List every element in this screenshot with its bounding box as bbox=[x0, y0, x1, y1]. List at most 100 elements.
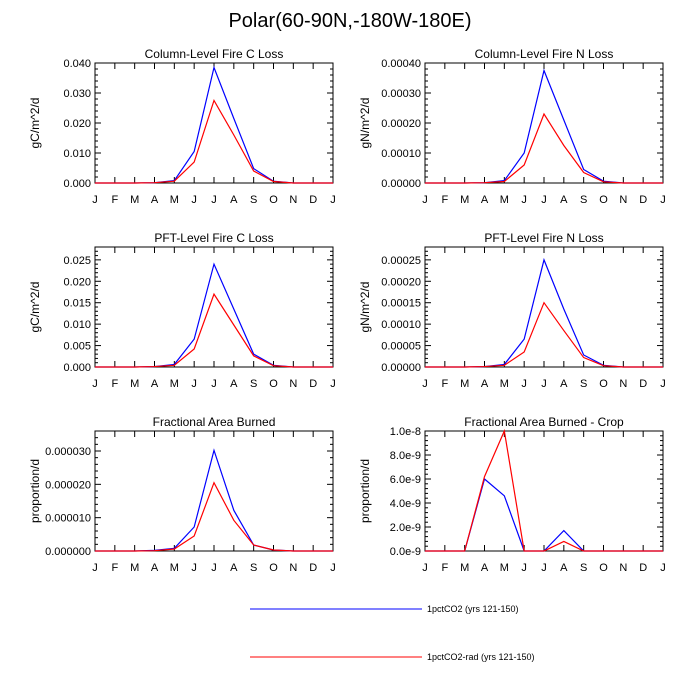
x-tick-label: N bbox=[289, 194, 297, 206]
x-tick-label: J bbox=[541, 194, 547, 206]
series-line-1pctco2 bbox=[425, 68, 663, 184]
panel-title: Column-Level Fire N Loss bbox=[475, 47, 614, 61]
x-tick-label: M bbox=[500, 194, 509, 206]
x-tick-label: N bbox=[289, 378, 297, 390]
x-tick-label: J bbox=[422, 378, 428, 390]
y-tick-label: 8.0e-9 bbox=[390, 450, 421, 462]
y-axis-label: gC/m^2/d bbox=[28, 282, 42, 333]
x-tick-label: O bbox=[599, 378, 608, 390]
y-tick-label: 0.00015 bbox=[381, 298, 421, 310]
y-axis-label: gN/m^2/d bbox=[358, 98, 372, 149]
x-tick-label: M bbox=[170, 194, 179, 206]
x-tick-label: A bbox=[151, 194, 159, 206]
y-tick-label: 0.000 bbox=[63, 178, 91, 190]
x-tick-label: O bbox=[599, 194, 608, 206]
x-tick-label: J bbox=[660, 562, 666, 574]
page-title: Polar(60-90N,-180W-180E) bbox=[228, 10, 472, 32]
x-tick-label: D bbox=[639, 562, 647, 574]
x-tick-label: J bbox=[211, 194, 217, 206]
panel-title: Fractional Area Burned - Crop bbox=[464, 415, 624, 429]
series-line-1pctco2 bbox=[95, 262, 333, 368]
x-tick-label: J bbox=[330, 194, 336, 206]
x-tick-label: J bbox=[521, 562, 527, 574]
x-tick-label: D bbox=[639, 194, 647, 206]
x-tick-label: A bbox=[151, 378, 159, 390]
y-axis-label: gN/m^2/d bbox=[358, 282, 372, 333]
x-tick-label: J bbox=[211, 562, 217, 574]
x-tick-label: J bbox=[521, 194, 527, 206]
x-tick-label: M bbox=[500, 378, 509, 390]
x-tick-label: A bbox=[151, 562, 159, 574]
x-tick-label: A bbox=[560, 378, 568, 390]
legend-label-2: 1pctCO2-rad (yrs 121-150) bbox=[427, 652, 535, 662]
x-tick-label: D bbox=[309, 378, 317, 390]
x-tick-label: M bbox=[130, 562, 139, 574]
x-tick-label: A bbox=[230, 194, 238, 206]
x-tick-label: O bbox=[269, 194, 278, 206]
y-tick-label: 0.00010 bbox=[381, 319, 421, 331]
y-tick-label: 0.00020 bbox=[381, 276, 421, 288]
y-tick-label: 0.00010 bbox=[381, 148, 421, 160]
y-tick-label: 0.010 bbox=[63, 148, 91, 160]
y-tick-label: 6.0e-9 bbox=[390, 474, 421, 486]
y-tick-label: 0.005 bbox=[63, 341, 91, 353]
x-tick-label: D bbox=[309, 194, 317, 206]
series-line-1pctco2-rad bbox=[95, 292, 333, 368]
x-tick-label: O bbox=[269, 562, 278, 574]
plot-frame bbox=[94, 62, 334, 184]
series-line-1pctco2 bbox=[95, 65, 333, 184]
x-tick-label: J bbox=[330, 378, 336, 390]
x-tick-label: F bbox=[111, 194, 118, 206]
x-tick-label: J bbox=[422, 562, 428, 574]
x-tick-label: A bbox=[481, 194, 489, 206]
x-tick-label: J bbox=[92, 378, 98, 390]
x-tick-label: M bbox=[460, 378, 469, 390]
y-tick-label: 0.00040 bbox=[381, 58, 421, 70]
y-tick-label: 0.00000 bbox=[381, 362, 421, 374]
y-tick-label: 0.000000 bbox=[45, 546, 91, 558]
y-tick-label: 4.0e-9 bbox=[390, 498, 421, 510]
y-tick-label: 0.020 bbox=[63, 118, 91, 130]
x-tick-label: J bbox=[191, 378, 197, 390]
x-tick-label: J bbox=[422, 194, 428, 206]
x-tick-label: M bbox=[130, 194, 139, 206]
y-tick-label: 0.000 bbox=[63, 362, 91, 374]
x-tick-label: J bbox=[191, 194, 197, 206]
y-tick-label: 0.000030 bbox=[45, 446, 91, 458]
x-tick-label: D bbox=[639, 378, 647, 390]
x-tick-label: M bbox=[500, 562, 509, 574]
y-tick-label: 0.025 bbox=[63, 255, 91, 267]
x-tick-label: A bbox=[230, 378, 238, 390]
plot-frame bbox=[424, 62, 664, 184]
series-line-1pctco2 bbox=[425, 477, 663, 552]
y-tick-label: 0.040 bbox=[63, 58, 91, 70]
x-tick-label: M bbox=[460, 194, 469, 206]
x-tick-label: J bbox=[541, 378, 547, 390]
y-tick-label: 0.00005 bbox=[381, 341, 421, 353]
x-tick-label: S bbox=[580, 194, 587, 206]
x-tick-label: A bbox=[560, 562, 568, 574]
y-tick-label: 0.010 bbox=[63, 319, 91, 331]
series-line-1pctco2-rad bbox=[425, 301, 663, 368]
y-tick-label: 0.000010 bbox=[45, 513, 91, 525]
x-tick-label: F bbox=[441, 378, 448, 390]
x-tick-label: S bbox=[250, 378, 257, 390]
x-tick-label: F bbox=[441, 194, 448, 206]
panel-title: Fractional Area Burned bbox=[153, 415, 276, 429]
x-tick-label: M bbox=[170, 378, 179, 390]
y-axis-label: proportion/d bbox=[28, 459, 42, 523]
x-tick-label: J bbox=[92, 194, 98, 206]
x-tick-label: A bbox=[481, 378, 489, 390]
y-tick-label: 1.0e-8 bbox=[390, 426, 421, 438]
series-line-1pctco2-rad bbox=[95, 99, 333, 184]
x-tick-label: J bbox=[521, 378, 527, 390]
series-line-1pctco2-rad bbox=[425, 112, 663, 184]
x-tick-label: A bbox=[560, 194, 568, 206]
y-tick-label: 0.00025 bbox=[381, 255, 421, 267]
x-tick-label: N bbox=[289, 562, 297, 574]
series-line-1pctco2-rad bbox=[95, 481, 333, 552]
x-tick-label: F bbox=[441, 562, 448, 574]
y-tick-label: 0.000020 bbox=[45, 479, 91, 491]
x-tick-label: A bbox=[230, 562, 238, 574]
x-tick-label: N bbox=[619, 562, 627, 574]
